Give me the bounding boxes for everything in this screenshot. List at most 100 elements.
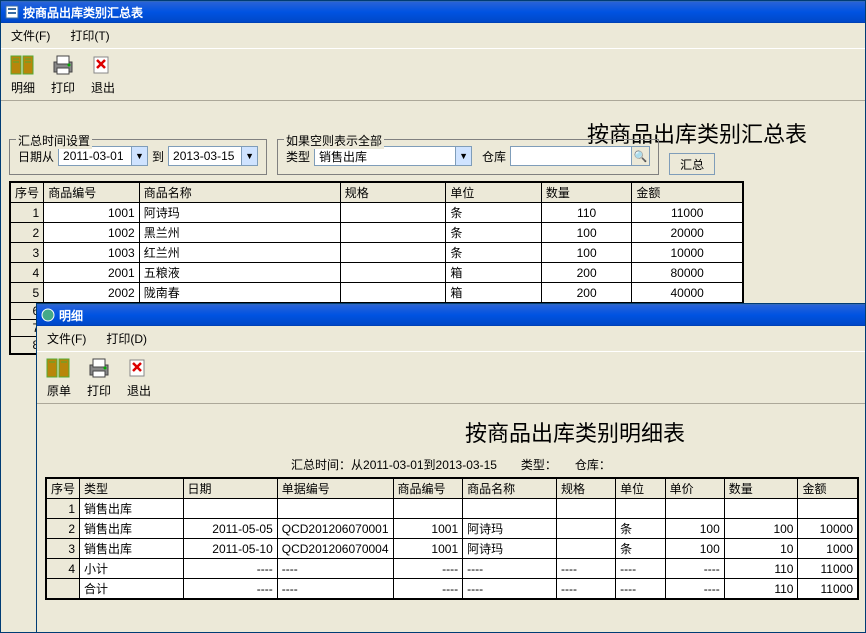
detail-col-header[interactable]: 单位 xyxy=(616,479,665,499)
table-row[interactable]: 合计----------------------------11011000 xyxy=(47,579,858,599)
cell[interactable]: ---- xyxy=(665,579,724,599)
detail-col-header[interactable]: 金额 xyxy=(798,479,858,499)
detail-col-header[interactable]: 数量 xyxy=(724,479,798,499)
cell[interactable]: 陇南春 xyxy=(139,283,340,303)
cell[interactable]: 条 xyxy=(446,203,542,223)
cell[interactable] xyxy=(798,499,858,519)
cell[interactable]: 销售出库 xyxy=(80,519,184,539)
chevron-down-icon[interactable]: ▼ xyxy=(241,147,257,165)
cell[interactable]: 销售出库 xyxy=(80,499,184,519)
detail-col-header[interactable]: 单据编号 xyxy=(277,479,393,499)
cell[interactable] xyxy=(556,519,615,539)
cell[interactable] xyxy=(340,243,446,263)
cell[interactable]: 2011-05-05 xyxy=(183,519,277,539)
warehouse-combo[interactable]: 🔍 xyxy=(510,146,650,166)
table-row[interactable]: 11001阿诗玛条11011000 xyxy=(11,203,743,223)
cell[interactable] xyxy=(340,283,446,303)
cell[interactable] xyxy=(340,203,446,223)
menu-print[interactable]: 打印(T) xyxy=(64,25,115,46)
date-from-combo[interactable]: ▼ xyxy=(58,146,148,166)
cell[interactable]: ---- xyxy=(277,559,393,579)
tool-detail[interactable]: 明细 xyxy=(9,53,37,96)
cell[interactable]: 40000 xyxy=(632,283,743,303)
cell[interactable]: 80000 xyxy=(632,263,743,283)
cell[interactable]: ---- xyxy=(616,559,665,579)
cell[interactable]: 条 xyxy=(616,539,665,559)
detail-col-header[interactable]: 商品名称 xyxy=(463,479,557,499)
cell[interactable]: 110 xyxy=(724,559,798,579)
cell[interactable]: ---- xyxy=(183,579,277,599)
cell[interactable] xyxy=(556,499,615,519)
detail-tool-exit[interactable]: 退出 xyxy=(125,356,153,399)
type-input[interactable] xyxy=(315,147,455,165)
cell[interactable]: 1001 xyxy=(393,519,463,539)
cell[interactable]: 阿诗玛 xyxy=(463,539,557,559)
main-col-header[interactable]: 商品名称 xyxy=(139,183,340,203)
type-combo[interactable]: ▼ xyxy=(314,146,472,166)
cell[interactable]: 5 xyxy=(11,283,44,303)
cell[interactable]: 2011-05-10 xyxy=(183,539,277,559)
cell[interactable]: 箱 xyxy=(446,263,542,283)
cell[interactable] xyxy=(463,499,557,519)
cell[interactable]: 五粮液 xyxy=(139,263,340,283)
cell[interactable]: ---- xyxy=(277,579,393,599)
cell[interactable]: 110 xyxy=(541,203,631,223)
cell[interactable]: 11000 xyxy=(632,203,743,223)
cell[interactable]: 110 xyxy=(724,579,798,599)
table-row[interactable]: 52002陇南春箱20040000 xyxy=(11,283,743,303)
cell[interactable]: 1 xyxy=(11,203,44,223)
cell[interactable]: 10000 xyxy=(798,519,858,539)
cell[interactable] xyxy=(393,499,463,519)
cell[interactable]: ---- xyxy=(393,559,463,579)
cell[interactable]: 条 xyxy=(446,243,542,263)
cell[interactable]: ---- xyxy=(183,559,277,579)
cell[interactable]: ---- xyxy=(393,579,463,599)
table-row[interactable]: 2销售出库2011-05-05QCD2012060700011001阿诗玛条10… xyxy=(47,519,858,539)
cell[interactable] xyxy=(340,223,446,243)
detail-titlebar[interactable]: 明细 xyxy=(37,304,865,326)
cell[interactable]: 黑兰州 xyxy=(139,223,340,243)
cell[interactable]: QCD201206070004 xyxy=(277,539,393,559)
table-row[interactable]: 42001五粮液箱20080000 xyxy=(11,263,743,283)
table-row[interactable]: 4小计----------------------------11011000 xyxy=(47,559,858,579)
cell[interactable]: ---- xyxy=(463,579,557,599)
cell[interactable]: ---- xyxy=(556,559,615,579)
cell[interactable]: 1002 xyxy=(44,223,140,243)
tool-exit[interactable]: 退出 xyxy=(89,53,117,96)
main-col-header[interactable]: 金额 xyxy=(632,183,743,203)
main-col-header[interactable]: 数量 xyxy=(541,183,631,203)
cell[interactable] xyxy=(665,499,724,519)
cell[interactable]: QCD201206070001 xyxy=(277,519,393,539)
cell[interactable]: 阿诗玛 xyxy=(463,519,557,539)
cell[interactable]: 11000 xyxy=(798,579,858,599)
chevron-down-icon[interactable]: ▼ xyxy=(455,147,471,165)
main-col-header[interactable]: 单位 xyxy=(446,183,542,203)
cell[interactable]: ---- xyxy=(463,559,557,579)
detail-col-header[interactable]: 单价 xyxy=(665,479,724,499)
cell[interactable]: 200 xyxy=(541,283,631,303)
cell[interactable]: ---- xyxy=(665,559,724,579)
cell[interactable]: 100 xyxy=(665,519,724,539)
cell[interactable]: 1001 xyxy=(393,539,463,559)
cell[interactable]: ---- xyxy=(556,579,615,599)
table-row[interactable]: 31003红兰州条10010000 xyxy=(11,243,743,263)
main-col-header[interactable]: 规格 xyxy=(340,183,446,203)
table-row[interactable]: 3销售出库2011-05-10QCD2012060700041001阿诗玛条10… xyxy=(47,539,858,559)
cell[interactable]: 条 xyxy=(446,223,542,243)
cell[interactable]: 100 xyxy=(541,223,631,243)
cell[interactable]: 4 xyxy=(11,263,44,283)
cell[interactable]: 20000 xyxy=(632,223,743,243)
cell[interactable] xyxy=(556,539,615,559)
cell[interactable]: 1003 xyxy=(44,243,140,263)
cell[interactable] xyxy=(616,499,665,519)
cell[interactable]: 100 xyxy=(724,519,798,539)
cell[interactable]: 10 xyxy=(724,539,798,559)
date-to-input[interactable] xyxy=(169,147,241,165)
warehouse-input[interactable] xyxy=(511,147,631,165)
cell[interactable]: 条 xyxy=(616,519,665,539)
detail-col-header[interactable]: 规格 xyxy=(556,479,615,499)
menu-file[interactable]: 文件(F) xyxy=(5,25,56,46)
cell[interactable]: 2002 xyxy=(44,283,140,303)
main-col-header[interactable]: 商品编号 xyxy=(44,183,140,203)
detail-tool-print[interactable]: 打印 xyxy=(85,356,113,399)
